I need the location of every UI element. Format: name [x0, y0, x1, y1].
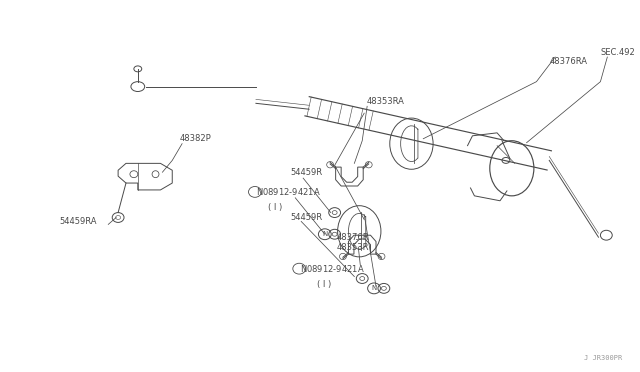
Text: ( I ): ( I ) [317, 280, 331, 289]
Text: 54459R: 54459R [291, 168, 323, 177]
Text: N: N [371, 285, 377, 291]
Text: J JR300PR: J JR300PR [584, 355, 622, 361]
Text: 48376RA: 48376RA [549, 58, 588, 67]
Text: 48382P: 48382P [179, 134, 211, 143]
Text: 54459R: 54459R [291, 213, 323, 222]
Text: ( I ): ( I ) [268, 203, 282, 212]
Text: $\rm{N}$08912-9421A: $\rm{N}$08912-9421A [300, 263, 365, 274]
Text: SEC.492: SEC.492 [600, 48, 635, 57]
Text: $\rm{N}$08912-9421A: $\rm{N}$08912-9421A [256, 186, 321, 198]
Text: N: N [322, 231, 328, 237]
Text: 48376R: 48376R [337, 232, 369, 242]
Text: 48353R: 48353R [337, 243, 369, 251]
Text: 54459RA: 54459RA [59, 217, 97, 226]
Text: 48353RA: 48353RA [366, 97, 404, 106]
